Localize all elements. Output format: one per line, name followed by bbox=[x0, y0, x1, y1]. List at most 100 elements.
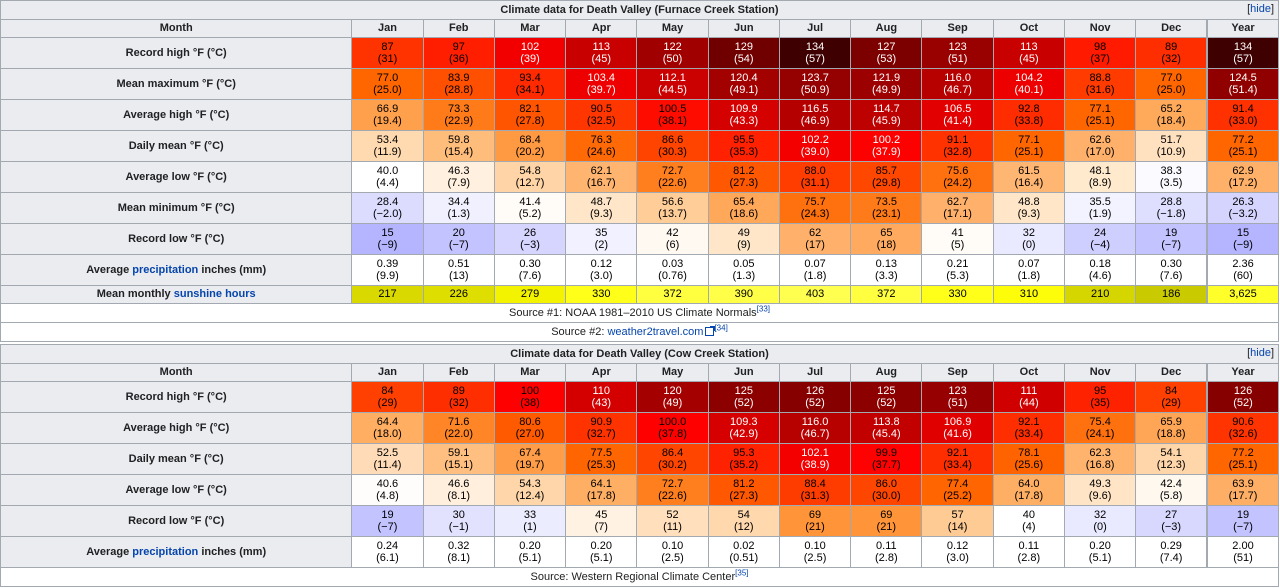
value-celsius: (9.3) bbox=[1017, 208, 1041, 220]
hide-toggle[interactable]: [hide] bbox=[1247, 3, 1274, 15]
row-label-link[interactable]: precipitation bbox=[132, 545, 199, 558]
value-celsius: (8.1) bbox=[447, 552, 471, 564]
value-celsius: (43) bbox=[591, 397, 612, 409]
row-label-link[interactable]: sunshine hours bbox=[173, 288, 256, 301]
data-cell: 99.9 (37.7) bbox=[850, 443, 923, 475]
data-cell: 73.5 (23.1) bbox=[850, 192, 923, 224]
data-cell: 92.1 (33.4) bbox=[992, 412, 1065, 444]
column-header-year: Year bbox=[1206, 363, 1280, 382]
data-cell: 134 (57) bbox=[778, 37, 852, 69]
column-header-feb: Feb bbox=[422, 363, 495, 382]
column-header-nov: Nov bbox=[1063, 363, 1137, 382]
data-cell: 120 (49) bbox=[636, 381, 709, 413]
value-fahrenheit: 62.3 bbox=[1089, 446, 1111, 459]
value-fahrenheit: 134 bbox=[805, 40, 825, 53]
value-celsius: (3.0) bbox=[946, 552, 969, 564]
value-celsius: (41.6) bbox=[943, 428, 972, 440]
value-fahrenheit: 62.1 bbox=[590, 164, 612, 177]
value-fahrenheit: 0.21 bbox=[946, 257, 969, 270]
data-cell: 90.5 (32.5) bbox=[565, 99, 638, 131]
data-cell: 19 (−7) bbox=[1206, 505, 1280, 537]
value-celsius: (30.0) bbox=[871, 490, 901, 502]
data-cell: 0.20 (5.1) bbox=[565, 536, 638, 568]
value-fahrenheit: 84 bbox=[1165, 384, 1178, 397]
data-cell: 45 (7) bbox=[565, 505, 638, 537]
citation-ref[interactable]: [34] bbox=[714, 323, 728, 333]
value-celsius: (57) bbox=[805, 53, 825, 65]
value-fahrenheit: 52 bbox=[666, 508, 679, 521]
data-cell: 40.0 (4.4) bbox=[351, 161, 424, 193]
value-fahrenheit: 80.6 bbox=[519, 415, 541, 428]
data-row: Daily mean °F (°C) 53.4 (11.9) 59.8 (15.4) 68… bbox=[0, 130, 1280, 162]
value-fahrenheit: 121.9 bbox=[872, 71, 901, 84]
value-celsius: (6) bbox=[665, 239, 680, 251]
row-label-text: Record high °F (°C) bbox=[125, 390, 227, 403]
data-cell: 129 (54) bbox=[707, 37, 780, 69]
column-header-sep: Sep bbox=[921, 19, 994, 38]
value-celsius: (−3) bbox=[520, 239, 540, 251]
value-fahrenheit: 106.9 bbox=[943, 415, 972, 428]
value-celsius: (21) bbox=[805, 521, 825, 533]
value-celsius: (35.2) bbox=[729, 459, 759, 471]
value-fahrenheit: 67.4 bbox=[519, 446, 541, 459]
value-celsius: (17.0) bbox=[1085, 146, 1115, 158]
source-link[interactable]: weather2travel.com bbox=[607, 325, 704, 338]
value-fahrenheit: 102.2 bbox=[801, 133, 829, 146]
data-row: Record high °F (°C) 84 (29) 89 (32) 100 (38) 11… bbox=[0, 381, 1280, 413]
data-cell: 62.6 (17.0) bbox=[1064, 130, 1137, 162]
hide-link[interactable]: hide bbox=[1250, 3, 1271, 15]
data-cell: 110 (43) bbox=[565, 381, 638, 413]
value-fahrenheit: 42 bbox=[666, 226, 679, 239]
value-fahrenheit: 0.30 bbox=[1160, 257, 1182, 270]
data-cell: 59.8 (15.4) bbox=[422, 130, 495, 162]
hide-toggle[interactable]: [hide] bbox=[1247, 347, 1274, 359]
value-celsius: (−7) bbox=[1233, 521, 1253, 533]
data-cell: 54.3 (12.4) bbox=[493, 474, 567, 506]
row-label-prefix: Mean monthly bbox=[96, 288, 174, 301]
row-label: Record high °F (°C) bbox=[0, 37, 353, 69]
row-label-link[interactable]: precipitation bbox=[132, 263, 199, 276]
value-fahrenheit: 71.6 bbox=[448, 415, 470, 428]
citation-ref[interactable]: [33] bbox=[756, 304, 770, 314]
column-header-feb: Feb bbox=[422, 19, 495, 38]
value-fahrenheit: 54.1 bbox=[1160, 446, 1182, 459]
value-celsius: (51) bbox=[947, 53, 968, 65]
value-celsius: (41.4) bbox=[943, 115, 972, 127]
value-fahrenheit: 87 bbox=[381, 40, 394, 53]
row-label-text: Average low °F (°C) bbox=[125, 170, 227, 183]
data-cell: 80.6 (27.0) bbox=[493, 412, 567, 444]
value-celsius: (49.1) bbox=[729, 84, 759, 96]
hide-link[interactable]: hide bbox=[1250, 347, 1271, 359]
value-fahrenheit: 77.2 bbox=[1232, 446, 1254, 459]
data-row: Daily mean °F (°C) 52.5 (11.4) 59.1 (15.1) 67… bbox=[0, 443, 1280, 475]
data-cell: 62.7 (17.1) bbox=[921, 192, 994, 224]
data-cell: 95.3 (35.2) bbox=[707, 443, 780, 475]
value-fahrenheit: 116.0 bbox=[944, 71, 971, 84]
data-cell: 123 (51) bbox=[921, 381, 994, 413]
value-celsius: (32) bbox=[1161, 53, 1181, 65]
row-label: Record low °F (°C) bbox=[0, 505, 353, 537]
value-celsius: (5.3) bbox=[946, 270, 969, 282]
value-celsius: (0) bbox=[1022, 239, 1036, 251]
data-cell: 116.0 (46.7) bbox=[778, 412, 852, 444]
citation-ref[interactable]: [35] bbox=[735, 568, 749, 578]
data-cell: 121.9 (49.9) bbox=[850, 68, 923, 100]
data-cell: 0.05 (1.3) bbox=[707, 254, 780, 286]
value-celsius: (27.3) bbox=[729, 490, 759, 502]
data-cell: 330 bbox=[921, 285, 994, 304]
data-cell: 67.4 (19.7) bbox=[493, 443, 567, 475]
data-cell: 35.5 (1.9) bbox=[1064, 192, 1137, 224]
data-cell: 64.1 (17.8) bbox=[565, 474, 638, 506]
data-cell: 89 (32) bbox=[422, 381, 495, 413]
data-row: Average precipitation inches (mm) 0.39 (9.… bbox=[0, 254, 1280, 286]
value-fahrenheit: 45 bbox=[595, 508, 608, 521]
data-cell: 35 (2) bbox=[565, 223, 638, 255]
value-celsius: (45) bbox=[591, 53, 612, 65]
data-cell: 54.1 (12.3) bbox=[1135, 443, 1208, 475]
value-celsius: (18.6) bbox=[729, 208, 759, 220]
value-celsius: (11.9) bbox=[373, 146, 402, 158]
value-celsius: (35) bbox=[1090, 397, 1110, 409]
data-cell: 65.2 (18.4) bbox=[1135, 99, 1208, 131]
value-celsius: (1.8) bbox=[1017, 270, 1041, 282]
value-fahrenheit: 127 bbox=[877, 40, 896, 53]
